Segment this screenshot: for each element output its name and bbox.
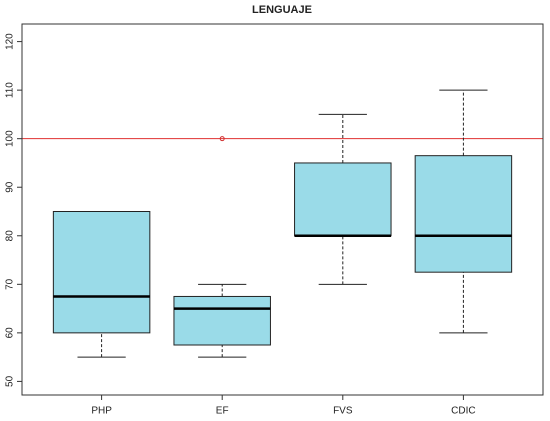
- y-tick-label: 110: [5, 82, 16, 98]
- x-tick-label: FVS: [333, 406, 353, 417]
- x-tick-label: PHP: [91, 406, 112, 417]
- box: [52, 211, 151, 334]
- box: [173, 295, 271, 346]
- y-tick-label: 100: [5, 130, 16, 147]
- chart-title: LENGUAJE: [252, 4, 312, 16]
- box: [414, 155, 513, 273]
- outlier: [219, 136, 225, 142]
- y-tick-label: 80: [5, 230, 16, 242]
- y-tick-label: 70: [5, 278, 16, 290]
- y-tick-label: 50: [5, 375, 16, 387]
- x-tick-label: CDIC: [451, 406, 475, 417]
- plot-frame: [21, 23, 544, 396]
- y-tick-label: 60: [5, 327, 16, 339]
- x-tick-label: EF: [216, 406, 229, 417]
- y-tick-label: 120: [5, 33, 16, 50]
- y-tick-label: 90: [5, 181, 16, 193]
- box: [294, 162, 392, 237]
